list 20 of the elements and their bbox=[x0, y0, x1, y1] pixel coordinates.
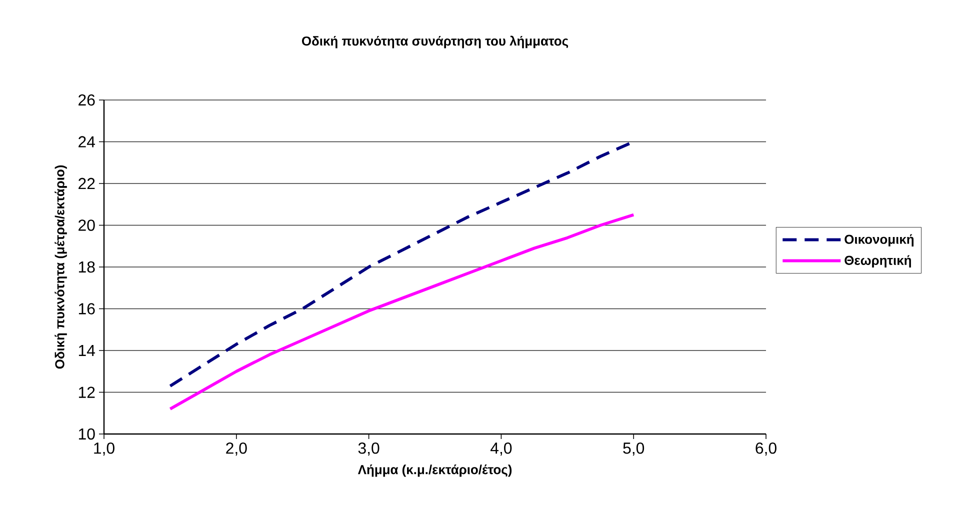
y-tick-label: 22 bbox=[78, 178, 95, 190]
y-tick-label: 16 bbox=[78, 303, 95, 314]
y-tick-label: 18 bbox=[78, 261, 95, 273]
x-axis-title: Λήμμα (κ.μ./εκτάριο/έτος) bbox=[358, 464, 512, 477]
y-tick-label: 14 bbox=[78, 345, 96, 356]
x-tick-label: 6,0 bbox=[756, 442, 776, 456]
legend-label: Θεωρητική bbox=[844, 255, 911, 268]
legend-label: Οικονομική bbox=[844, 234, 914, 246]
y-axis-title: Οδική πυκνότητα (μέτρα/εκτάριο) bbox=[54, 165, 67, 369]
x-tick-label: 1,0 bbox=[94, 442, 114, 456]
x-tick-label: 5,0 bbox=[623, 442, 644, 456]
y-tick-label: 26 bbox=[78, 94, 95, 106]
x-tick-label: 3,0 bbox=[358, 442, 380, 456]
y-tick-label: 12 bbox=[78, 386, 95, 398]
chart-title: Οδική πυκνότητα συνάρτηση του λήμματος bbox=[302, 36, 568, 48]
x-tick-label: 4,0 bbox=[490, 442, 512, 456]
x-tick-label: 2,0 bbox=[226, 442, 247, 456]
y-tick-label: 10 bbox=[78, 428, 95, 440]
y-tick-label: 20 bbox=[78, 220, 95, 231]
y-tick-label: 24 bbox=[78, 136, 96, 148]
